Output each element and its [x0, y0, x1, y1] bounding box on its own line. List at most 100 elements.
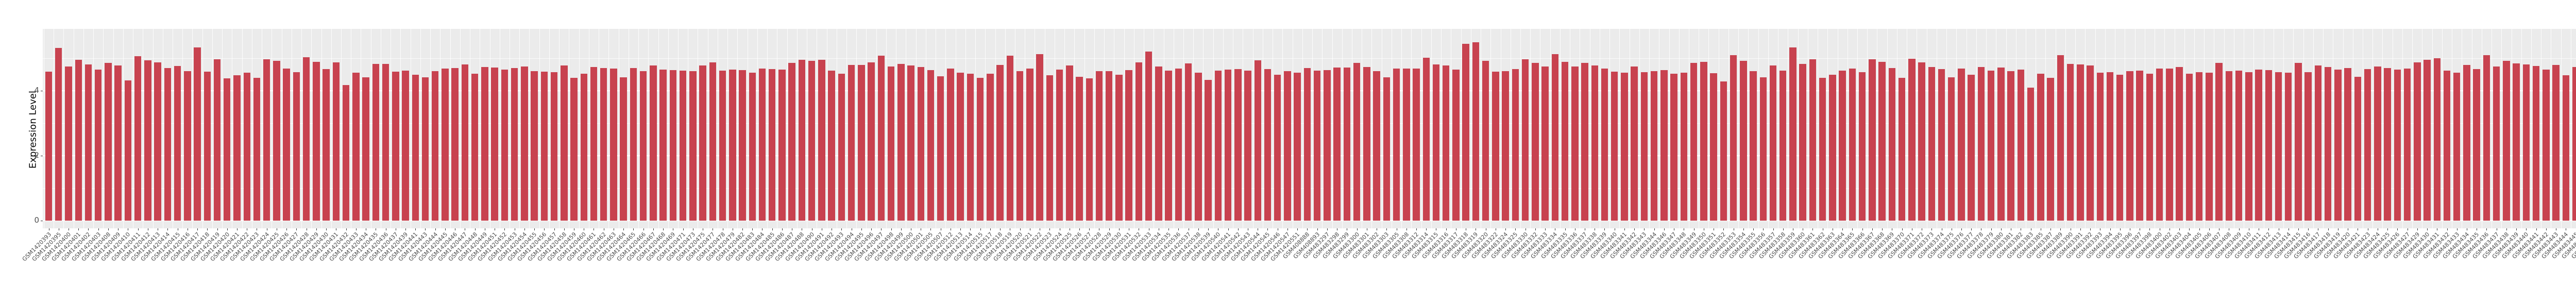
- x-tick-mark: [2060, 228, 2061, 230]
- bar-GSM1420518: [996, 65, 1004, 221]
- bar-GSM1420432: [342, 85, 350, 221]
- bar-GSM1420461: [590, 67, 598, 221]
- gridline-vertical: [1322, 29, 1323, 228]
- gridline-vertical: [1084, 29, 1085, 228]
- bar-GSM483322: [1492, 71, 1499, 221]
- bar-GSM1420482: [739, 70, 746, 221]
- bar-GSM1420463: [610, 69, 617, 221]
- gridline-vertical: [1342, 29, 1343, 228]
- bar-GSM1420448: [471, 74, 479, 221]
- bar-GSM483303: [1383, 77, 1391, 221]
- x-tick-mark: [1654, 228, 1655, 230]
- x-tick-mark: [1545, 228, 1546, 230]
- gridline-minor: [43, 58, 2576, 59]
- x-tick-mark: [1079, 228, 1080, 230]
- x-tick-mark: [1386, 228, 1387, 230]
- bar-GSM1420534: [1155, 66, 1162, 221]
- x-tick-mark: [2417, 228, 2418, 230]
- bar-GSM483382: [2017, 70, 2025, 221]
- bar-GSM483352: [1720, 81, 1727, 221]
- bar-GSM1420456: [540, 72, 548, 221]
- bar-GSM1420439: [402, 70, 409, 221]
- bar-GSM483377: [1968, 74, 1975, 221]
- x-tick-mark: [217, 228, 218, 230]
- bar-GSM483341: [1621, 72, 1628, 221]
- bar-GSM483366: [1858, 72, 1866, 221]
- x-tick-mark: [970, 228, 971, 230]
- bar-GSM1420517: [987, 73, 994, 221]
- x-tick-mark: [1723, 228, 1724, 230]
- gridline-vertical: [321, 29, 322, 228]
- bar-GSM483340: [1611, 71, 1618, 221]
- gridline-vertical: [1124, 29, 1125, 228]
- bar-GSM483435: [2473, 69, 2480, 221]
- bar-GSM483418: [2324, 67, 2332, 221]
- bar-GSM483354: [1740, 61, 1747, 221]
- bar-GSM483374: [1938, 69, 1945, 221]
- gridline-vertical: [2372, 29, 2374, 228]
- bar-GSM1420416: [184, 71, 191, 221]
- gridline-vertical: [1183, 29, 1184, 228]
- x-tick-mark: [2308, 228, 2309, 230]
- gridline-vertical: [856, 29, 857, 228]
- bar-GSM483315: [1432, 64, 1440, 221]
- gridline-vertical: [103, 29, 104, 228]
- bar-GSM483367: [1869, 59, 1876, 221]
- gridline-vertical: [2164, 29, 2165, 228]
- bar-GSM483392: [2087, 65, 2094, 221]
- gridline-vertical: [767, 29, 768, 228]
- bar-GSM1420401: [75, 60, 82, 221]
- gridline-vertical: [2134, 29, 2136, 228]
- x-tick-mark: [2090, 228, 2091, 230]
- gridline-vertical: [1946, 29, 1947, 228]
- bar-GSM483390: [2066, 64, 2074, 221]
- bar-GSM483409: [2235, 70, 2243, 221]
- gridline-vertical: [1887, 29, 1888, 228]
- bar-GSM483438: [2503, 61, 2510, 221]
- bar-GSM483302: [1373, 71, 1380, 221]
- x-tick-mark: [2149, 228, 2150, 230]
- bar-GSM1420521: [1026, 68, 1033, 221]
- x-tick-mark: [346, 228, 347, 230]
- x-tick-mark: [2506, 228, 2507, 230]
- gridline-vertical: [1431, 29, 1432, 228]
- bar-GSM1420494: [848, 65, 855, 221]
- bar-GSM483412: [2265, 70, 2272, 221]
- bar-GSM483436: [2483, 55, 2490, 221]
- bar-GSM1420443: [421, 77, 429, 221]
- bar-GSM1420452: [501, 70, 509, 221]
- bar-GSM1420543: [1244, 70, 1251, 221]
- bar-GSM1420540: [1214, 70, 1222, 221]
- bar-GSM1420542: [1234, 69, 1242, 221]
- bar-GSM1420529: [1105, 71, 1113, 221]
- gridline-vertical: [2105, 29, 2106, 228]
- x-tick-mark: [108, 228, 109, 230]
- bar-GSM1420533: [1145, 52, 1153, 221]
- gridline-vertical: [1302, 29, 1303, 228]
- bar-GSM483335: [1561, 61, 1569, 221]
- bar-GSM483375: [1948, 77, 1955, 221]
- plot-panel: [43, 29, 2576, 228]
- x-tick-mark: [1208, 228, 1209, 230]
- gridline-vertical: [975, 29, 976, 228]
- bar-GSM483368: [1878, 61, 1886, 221]
- x-tick-mark: [752, 228, 753, 230]
- bar-GSM483297: [1324, 70, 1331, 221]
- bar-GSM483411: [2255, 70, 2262, 221]
- bar-GSM1420395: [55, 47, 62, 221]
- bar-GSM483441: [2532, 66, 2540, 221]
- x-tick-mark: [1049, 228, 1050, 230]
- y-tick-label: 2: [34, 151, 39, 160]
- x-tick-mark: [1535, 228, 1536, 230]
- gridline-vertical: [450, 29, 451, 228]
- bar-GSM1420451: [491, 68, 498, 221]
- x-tick-mark: [98, 228, 99, 230]
- bar-GSM1420465: [630, 68, 637, 221]
- bar-GSM483361: [1809, 59, 1817, 221]
- bar-GSM1420424: [263, 59, 270, 221]
- x-tick-mark: [2526, 228, 2527, 230]
- x-tick-mark: [1971, 228, 1972, 230]
- x-tick-mark: [1267, 228, 1268, 230]
- gridline-vertical: [430, 29, 431, 228]
- gridline-vertical: [787, 29, 788, 228]
